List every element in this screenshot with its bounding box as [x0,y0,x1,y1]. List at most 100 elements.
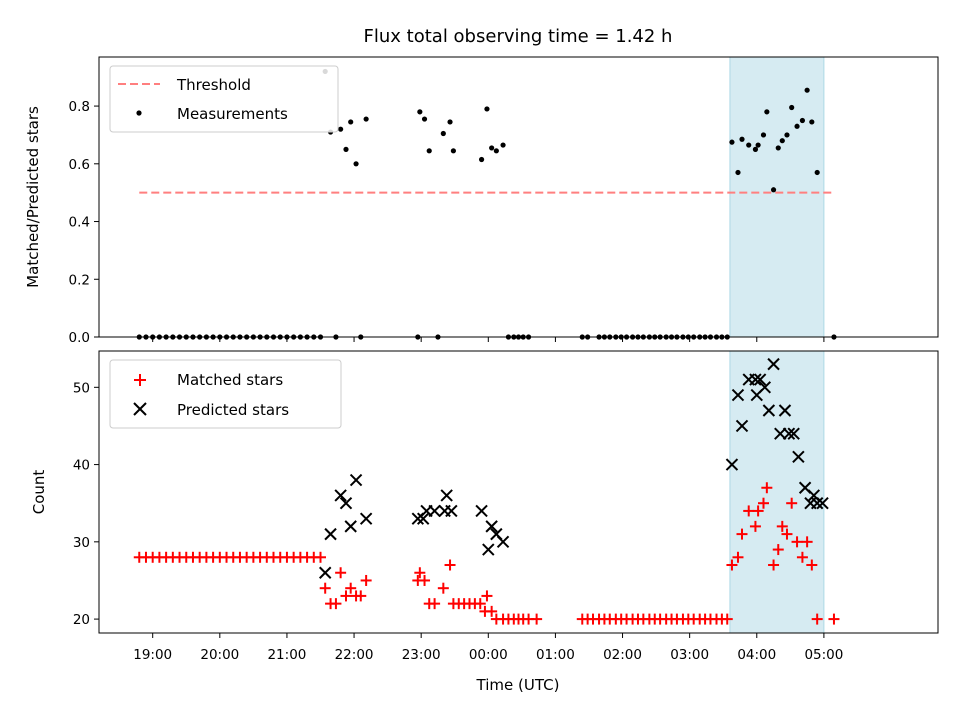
matched-star-point [732,551,744,563]
matched-star-point [801,536,813,548]
x-tick-label: 03:00 [670,647,709,663]
measurement-point [799,117,806,124]
measurement-point [804,87,810,93]
matched-star-point [414,567,426,579]
predicted-star-point [334,489,347,502]
x-tick-label: 21:00 [267,647,306,663]
x-tick-label: 04:00 [737,647,776,663]
measurement-point [775,145,781,151]
top-legend-frame [109,65,339,133]
predicted-star-point [440,489,453,502]
measurement-point [450,148,456,154]
top-legend: Threshold Measurements [109,65,339,133]
predicted-star-point [735,419,749,433]
matched-star-point [749,520,761,532]
measurement-point [760,132,767,138]
matched-star-point [786,497,798,509]
x-tick-label: 22:00 [335,647,374,663]
predicted-star-point [349,473,363,487]
measurement-point [363,116,369,122]
bottom-panel: 20 30 40 50 19:00 20:00 21:00 22:00 23:00 00:00 0… [30,350,939,694]
measurement-point [755,142,761,148]
matched-star-point [444,559,456,571]
top-y-ticks: 0.0 0.2 0.4 0.6 0.8 [69,99,99,346]
predicted-star-point [787,427,800,440]
measurement-point [784,132,790,138]
predicted-star-point [496,535,510,549]
bottom-x-ticks: 19:00 20:00 21:00 22:00 23:00 00:00 01:00 02:00… [133,633,843,663]
predicted-star-point [758,381,772,394]
matched-star-point [772,544,784,556]
predicted-star-point [324,527,337,541]
measurement-point [421,116,428,122]
top-panel: 0.00.20.40.60.8 Matched/Predicted stars … [24,56,939,346]
x-tick-label: 05:00 [804,647,843,663]
matched-star-point [474,598,486,610]
matched-star-point [743,505,755,517]
x-tick-label: 01:00 [536,647,575,663]
measurement-point [338,126,344,132]
matched-star-point [726,559,738,571]
measurement-point [764,109,770,115]
measurement-point [746,142,752,148]
top-y-tick-label: 0.4 [69,215,90,231]
measurement-point [348,119,354,125]
matched-star-point [360,574,372,586]
top-y-tick-label: 0.6 [69,157,90,173]
predicted-points [318,357,829,579]
matched-star-point [335,567,347,579]
matched-star-point [429,598,441,610]
bottom-y-tick-label: 20 [73,612,90,628]
measurement-point [735,169,741,176]
predicted-star-point [344,520,357,533]
top-highlight-span [729,56,825,338]
top-y-tick-label: 0.0 [69,330,90,346]
matched-star-point [319,582,331,594]
predicted-star-point [445,504,458,518]
matched-star-point [781,528,793,540]
predicted-star-point [485,520,498,533]
measurement-point [809,119,815,125]
measurement-point [500,142,506,148]
measurement-point [489,145,495,151]
measurement-point [353,161,359,167]
predicted-star-point [778,404,792,417]
top-y-axis-label: Matched/Predicted stars [24,106,42,288]
predicted-star-point [428,504,441,518]
matched-star-point [419,574,431,586]
predicted-star-point [762,404,776,417]
chart-title: Flux total observing time = 1.42 h [364,26,673,47]
predicted-star-point [767,357,780,371]
measurement-point [789,104,795,111]
matched-star-point [345,582,357,594]
predicted-star-point [731,388,745,402]
bottom-y-tick-label: 50 [73,380,90,396]
measurement-point [440,130,446,137]
predicted-star-point [725,458,739,471]
matched-star-point [806,559,818,571]
matched-star-point [776,520,788,532]
measurement-point [447,119,453,125]
matched-star-point [330,598,342,610]
bottom-plot-frame [98,350,939,634]
matched-star-point [736,528,748,540]
measurement-point [478,156,485,163]
legend-predicted-swatch [133,402,147,416]
legend-predicted-label: Predicted stars [177,401,289,419]
matched-star-point [340,590,352,602]
matched-star-point [531,613,543,625]
predicted-star-point [359,512,373,525]
measurement-point [343,146,349,152]
matched-star-point [828,613,840,625]
predicted-star-point [792,450,805,464]
x-axis-label: Time (UTC) [476,676,560,694]
measurement-point [779,138,785,144]
predicted-star-point [475,504,488,518]
predicted-star-point [339,496,353,510]
legend-matched-swatch [134,374,146,386]
measurement-point [770,187,777,193]
measurement-point [739,136,745,142]
predicted-star-point [810,496,824,510]
bottom-y-ticks: 20 30 40 50 [73,380,99,628]
x-tick-label: 20:00 [200,647,239,663]
